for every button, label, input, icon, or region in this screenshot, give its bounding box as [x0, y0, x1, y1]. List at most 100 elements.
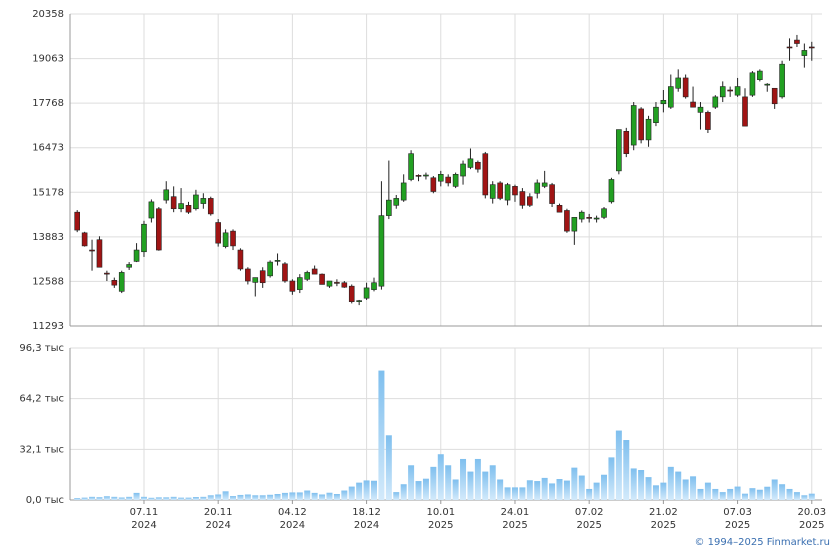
- volume-bar: [638, 470, 645, 500]
- candle-body: [148, 201, 155, 219]
- candle-body: [638, 108, 644, 141]
- candle-body: [578, 211, 585, 220]
- volume-bar: [118, 497, 125, 500]
- candle-body: [81, 232, 88, 247]
- volume-bar: [645, 477, 652, 500]
- x-tick-day: 24.01: [501, 507, 530, 518]
- candle-body: [586, 217, 592, 219]
- x-tick-day: 21.02: [649, 507, 678, 518]
- volume-bar: [563, 480, 570, 500]
- candle-body: [452, 174, 459, 187]
- candle-body: [193, 194, 199, 210]
- volume-bar: [111, 496, 118, 500]
- y-tick-label: 0,0 тыс: [26, 495, 64, 506]
- x-tick-day: 04.12: [278, 507, 307, 518]
- candle-body: [141, 223, 147, 253]
- candle-body: [386, 199, 392, 216]
- candle-body: [170, 196, 177, 210]
- volume-bar: [237, 494, 244, 500]
- candle-body: [541, 182, 548, 187]
- candle-body: [749, 72, 756, 96]
- candle-body: [757, 70, 763, 80]
- volume-bar: [244, 494, 251, 500]
- x-tick-year: 2025: [502, 520, 527, 531]
- candle-body: [423, 174, 429, 177]
- volume-bar: [89, 496, 96, 500]
- candle-body: [497, 182, 503, 199]
- y-tick-label: 32,1 тыс: [19, 444, 64, 455]
- volume-bar: [667, 466, 674, 500]
- candle-body: [185, 204, 192, 213]
- volume-bar: [660, 482, 667, 500]
- y-tick-label: 13883: [32, 232, 64, 243]
- volume-bar: [771, 479, 778, 500]
- volume-bar: [467, 471, 474, 500]
- volume-bar: [400, 484, 407, 500]
- x-tick-day: 07.11: [130, 507, 159, 518]
- volume-bar: [719, 492, 726, 500]
- candle-body: [475, 161, 481, 170]
- candle-body: [727, 89, 733, 92]
- candle-body: [512, 186, 518, 196]
- x-tick-year: 2025: [725, 520, 750, 531]
- candle-body: [734, 86, 741, 96]
- volume-bar: [155, 497, 162, 500]
- candle-body: [608, 179, 615, 203]
- volume-bar: [452, 479, 459, 500]
- volume-bar: [274, 494, 281, 500]
- y-tick-label: 19063: [32, 54, 64, 65]
- candle-body: [104, 272, 110, 275]
- candle-body: [311, 268, 318, 275]
- y-tick-label: 12588: [32, 276, 64, 287]
- volume-bar: [363, 480, 370, 500]
- x-tick-year: 2024: [205, 520, 230, 531]
- candle-body: [690, 101, 696, 108]
- volume-bar: [437, 454, 444, 500]
- candle-body: [296, 277, 303, 290]
- y-tick-label: 16473: [32, 143, 64, 154]
- volume-bar: [126, 496, 133, 500]
- volume-bar: [460, 458, 467, 500]
- candle-body: [89, 249, 95, 252]
- volume-bar: [222, 491, 229, 500]
- volume-bar: [445, 465, 452, 500]
- volume-bar: [252, 495, 259, 500]
- volume-bar: [682, 479, 689, 500]
- volume-bar: [230, 496, 237, 500]
- volume-bar: [690, 476, 697, 500]
- volume-bar: [200, 496, 207, 500]
- candle-body: [742, 96, 748, 127]
- volume-bar: [801, 495, 808, 500]
- volume-bar: [593, 482, 600, 500]
- candle-body: [808, 46, 815, 49]
- candle-body: [363, 287, 370, 299]
- volume-bar: [207, 495, 214, 500]
- x-tick-year: 2025: [799, 520, 824, 531]
- volume-bar: [489, 465, 496, 500]
- candle-body: [660, 100, 667, 105]
- x-tick-year: 2025: [428, 520, 453, 531]
- volume-bar: [511, 487, 518, 500]
- candle-body: [378, 215, 385, 287]
- volume-bar: [215, 494, 222, 500]
- volume-bar: [326, 492, 333, 500]
- x-tick-day: 10.01: [426, 507, 455, 518]
- volume-bar: [281, 492, 288, 500]
- volume-bar: [259, 495, 266, 500]
- volume-bar: [742, 493, 748, 500]
- volume-bar: [749, 488, 756, 500]
- volume-bar: [786, 488, 793, 500]
- volume-bar: [697, 488, 704, 500]
- volume-bar: [422, 478, 429, 500]
- y-tick-label: 11293: [32, 321, 64, 332]
- volume-bar: [571, 467, 578, 500]
- candle-body: [489, 184, 496, 199]
- volume-bar: [734, 486, 741, 500]
- x-tick-year: 2025: [651, 520, 676, 531]
- candle-body: [348, 285, 355, 302]
- y-tick-label: 20358: [32, 9, 64, 20]
- candle-body: [705, 112, 711, 130]
- volume-bar: [764, 486, 771, 500]
- candle-body: [334, 282, 340, 284]
